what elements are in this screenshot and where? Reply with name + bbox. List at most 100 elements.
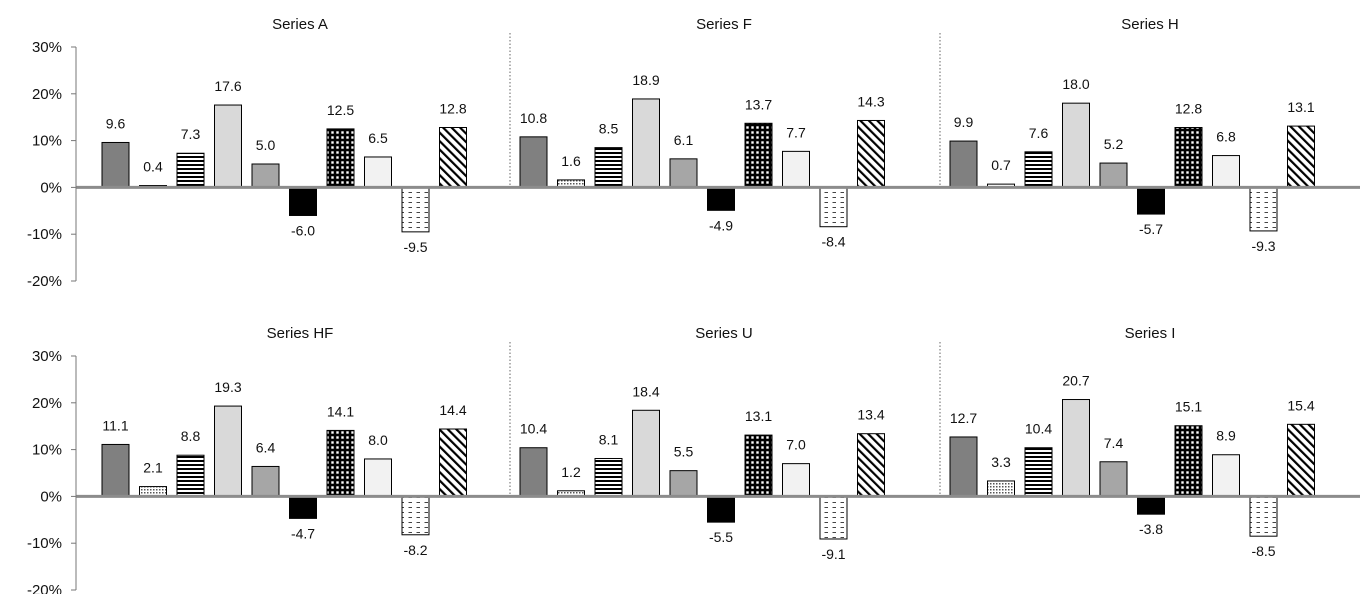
bar <box>176 454 205 497</box>
bar <box>1249 186 1278 232</box>
y-tick-label: 20% <box>32 395 62 412</box>
bar <box>176 152 205 188</box>
bar <box>401 186 430 233</box>
data-label: 6.4 <box>256 439 276 455</box>
data-label: 13.4 <box>857 407 884 423</box>
data-label: 5.2 <box>1104 136 1124 152</box>
bar <box>1174 425 1203 497</box>
data-label: -9.3 <box>1251 238 1275 254</box>
data-label: 10.4 <box>520 421 547 437</box>
bar <box>439 428 467 497</box>
data-label: 18.4 <box>632 383 659 399</box>
data-label: 5.0 <box>256 137 276 153</box>
data-label: -8.5 <box>1251 543 1275 559</box>
data-label: -5.7 <box>1139 221 1163 237</box>
data-label: 14.4 <box>439 402 466 418</box>
chart-panel: Series F 10.8 1.6 8.5 18.9 6.1 -4.9 13.7 7.7 -8.4… <box>509 16 885 250</box>
bar <box>1212 454 1240 497</box>
data-label: -6.0 <box>291 222 315 238</box>
bar <box>519 447 548 497</box>
data-label: 14.3 <box>857 93 884 109</box>
bar <box>214 104 242 188</box>
bar <box>744 434 773 497</box>
chart-layer: Series A 9.6 0.4 7.3 17.6 5.0 -6.0 12.5 6.5 -9.5 1… <box>27 16 1360 599</box>
bar <box>782 150 810 188</box>
y-tick-label: 10% <box>32 133 62 150</box>
bar <box>1024 151 1053 188</box>
bar <box>251 465 280 497</box>
bar <box>401 495 430 536</box>
data-label: 7.3 <box>181 126 201 142</box>
bar <box>819 186 848 228</box>
data-label: -8.2 <box>403 542 427 558</box>
bar <box>707 186 735 211</box>
panel-title: Series I <box>1125 325 1176 342</box>
bar <box>519 136 548 188</box>
bar <box>857 119 885 188</box>
bar <box>101 443 130 497</box>
data-label: -4.7 <box>291 525 315 541</box>
y-tick-label: -10% <box>27 535 62 552</box>
panel-title: Series F <box>696 16 752 33</box>
data-label: 6.8 <box>1216 129 1236 145</box>
chart-panel: Series H 9.9 0.7 7.6 18.0 5.2 -5.7 12.8 6.8 -9.3 1… <box>939 16 1315 254</box>
bar <box>1174 126 1203 188</box>
data-label: 3.3 <box>991 454 1011 470</box>
bar <box>1137 186 1165 215</box>
bar <box>1062 399 1090 497</box>
data-label: 10.8 <box>520 110 547 126</box>
bar <box>1249 495 1278 537</box>
data-label: 11.1 <box>102 417 128 433</box>
data-label: -8.4 <box>821 234 845 250</box>
bar <box>364 156 392 188</box>
data-label: 0.7 <box>991 157 1011 173</box>
bar <box>949 436 978 497</box>
data-label: 17.6 <box>214 78 241 94</box>
data-label: 8.1 <box>599 431 619 447</box>
data-label: 15.4 <box>1287 397 1314 413</box>
y-tick-label: -20% <box>27 273 62 290</box>
bar <box>669 470 698 497</box>
data-label: 12.8 <box>439 100 466 116</box>
bar <box>819 495 848 540</box>
bar <box>1287 423 1315 497</box>
data-label: 1.6 <box>561 153 581 169</box>
data-label: 5.5 <box>674 444 694 460</box>
bar <box>1287 125 1315 188</box>
bar <box>949 140 978 188</box>
data-label: 15.1 <box>1175 399 1202 415</box>
y-tick-label: -20% <box>27 582 62 594</box>
bar <box>857 433 885 497</box>
bar <box>439 126 467 188</box>
data-label: 13.1 <box>745 408 772 424</box>
bar <box>707 495 735 523</box>
data-label: -5.5 <box>709 529 733 545</box>
bar <box>594 457 623 497</box>
data-label: 13.7 <box>745 96 772 112</box>
data-label: 8.0 <box>368 432 388 448</box>
y-tick-label: 20% <box>32 86 62 103</box>
data-label: 2.1 <box>143 460 163 476</box>
panel-title: Series H <box>1121 16 1179 33</box>
bar <box>669 158 698 188</box>
data-label: 7.4 <box>1104 435 1124 451</box>
bar <box>101 141 130 188</box>
bar <box>1062 102 1090 188</box>
data-label: 14.1 <box>327 403 354 419</box>
bar <box>744 122 773 188</box>
bar <box>289 186 317 216</box>
data-label: 7.0 <box>786 437 806 453</box>
bar <box>632 98 660 188</box>
bar <box>364 458 392 497</box>
bar <box>1212 155 1240 188</box>
data-label: 19.3 <box>214 379 241 395</box>
data-label: 12.5 <box>327 102 354 118</box>
data-label: 6.5 <box>368 130 388 146</box>
bar <box>289 495 317 519</box>
chart-panel: Series I 12.7 3.3 10.4 20.7 7.4 -3.8 15.1 8.9 -8.… <box>939 325 1315 559</box>
bar <box>326 128 355 188</box>
data-label: 18.9 <box>632 72 659 88</box>
data-label: 13.1 <box>1287 99 1314 115</box>
